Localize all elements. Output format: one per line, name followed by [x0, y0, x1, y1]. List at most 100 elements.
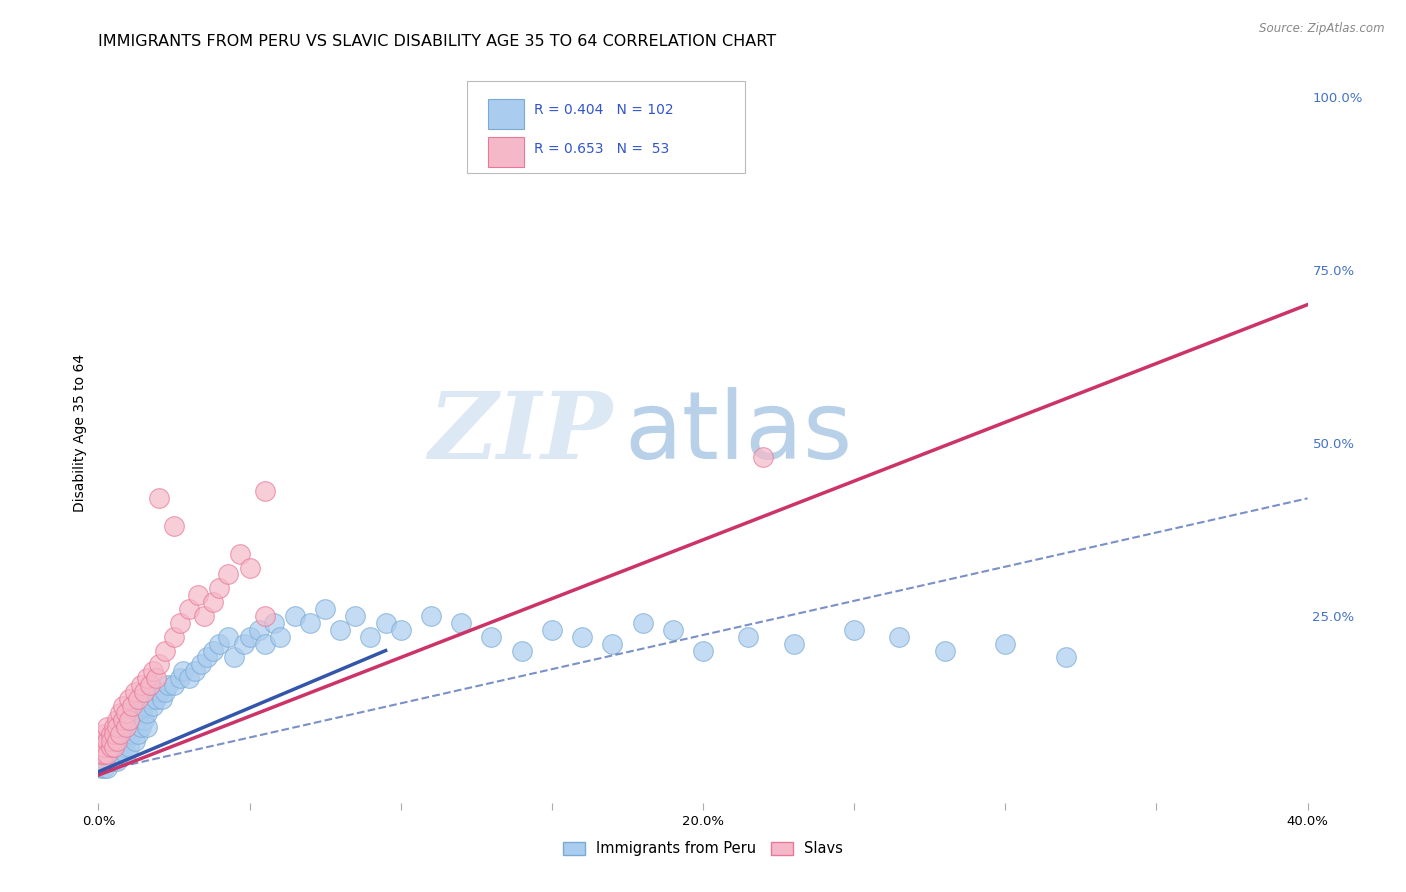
Point: [360, 630, 382, 644]
Point: [208, 637, 231, 651]
Point: [90, 747, 112, 762]
Point: [111, 713, 134, 727]
Point: [145, 671, 167, 685]
Point: [108, 740, 131, 755]
Point: [96, 733, 118, 747]
FancyBboxPatch shape: [488, 99, 524, 128]
Text: IMMIGRANTS FROM PERU VS SLAVIC DISABILITY AGE 35 TO 64 CORRELATION CHART: IMMIGRANTS FROM PERU VS SLAVIC DISABILIT…: [98, 34, 776, 49]
Point: [108, 747, 131, 762]
Point: [844, 623, 866, 637]
Point: [103, 747, 125, 762]
Point: [692, 643, 714, 657]
Legend: Immigrants from Peru, Slavs: Immigrants from Peru, Slavs: [557, 836, 849, 863]
Point: [103, 726, 125, 740]
Point: [148, 657, 170, 672]
Point: [284, 609, 307, 624]
Text: atlas: atlas: [624, 386, 852, 479]
Point: [93, 726, 115, 740]
Point: [105, 754, 128, 768]
Point: [93, 733, 115, 747]
Y-axis label: Disability Age 35 to 64: Disability Age 35 to 64: [73, 353, 87, 512]
Point: [329, 623, 352, 637]
Point: [169, 615, 191, 630]
Point: [96, 754, 118, 768]
Point: [163, 630, 186, 644]
Point: [127, 726, 149, 740]
Point: [994, 637, 1017, 651]
Point: [90, 740, 112, 755]
Point: [232, 637, 254, 651]
Point: [108, 726, 131, 740]
Point: [253, 637, 276, 651]
Point: [90, 747, 112, 762]
Point: [124, 733, 146, 747]
Point: [100, 733, 122, 747]
Point: [121, 726, 143, 740]
Point: [135, 720, 157, 734]
Point: [169, 671, 191, 685]
Point: [239, 630, 262, 644]
Point: [127, 713, 149, 727]
Point: [118, 713, 141, 727]
Point: [420, 609, 443, 624]
Point: [202, 643, 225, 657]
Point: [118, 692, 141, 706]
Point: [108, 733, 131, 747]
Text: R = 0.653   N =  53: R = 0.653 N = 53: [534, 142, 669, 155]
Point: [148, 685, 170, 699]
Point: [661, 623, 683, 637]
Point: [105, 733, 128, 747]
Point: [145, 692, 167, 706]
Point: [129, 720, 152, 734]
Point: [153, 685, 176, 699]
Point: [103, 740, 125, 755]
Point: [217, 567, 239, 582]
Text: ZIP: ZIP: [427, 388, 613, 477]
Point: [100, 740, 122, 755]
Point: [153, 643, 176, 657]
Point: [139, 692, 162, 706]
Point: [889, 630, 911, 644]
Point: [93, 747, 115, 762]
Point: [224, 650, 246, 665]
Point: [1054, 650, 1077, 665]
Point: [90, 733, 112, 747]
Point: [121, 698, 143, 713]
Point: [132, 685, 155, 699]
Point: [118, 740, 141, 755]
Point: [96, 761, 118, 775]
Point: [135, 706, 157, 720]
Point: [187, 588, 209, 602]
Point: [139, 678, 162, 692]
Point: [93, 747, 115, 762]
Point: [111, 726, 134, 740]
Point: [195, 650, 218, 665]
Point: [184, 665, 207, 679]
Point: [142, 665, 165, 679]
FancyBboxPatch shape: [467, 81, 745, 173]
Point: [127, 692, 149, 706]
Point: [934, 643, 956, 657]
Point: [481, 630, 503, 644]
Point: [96, 740, 118, 755]
Point: [156, 678, 179, 692]
Point: [263, 615, 285, 630]
Point: [90, 747, 112, 762]
Point: [111, 740, 134, 755]
Point: [100, 754, 122, 768]
Point: [631, 615, 654, 630]
Point: [108, 706, 131, 720]
Point: [105, 720, 128, 734]
Point: [96, 733, 118, 747]
Point: [202, 595, 225, 609]
Point: [100, 740, 122, 755]
Point: [752, 450, 775, 464]
Point: [389, 623, 412, 637]
Point: [217, 630, 239, 644]
Point: [96, 747, 118, 762]
Point: [179, 602, 201, 616]
Point: [132, 713, 155, 727]
Point: [172, 665, 194, 679]
Point: [100, 726, 122, 740]
Point: [737, 630, 759, 644]
